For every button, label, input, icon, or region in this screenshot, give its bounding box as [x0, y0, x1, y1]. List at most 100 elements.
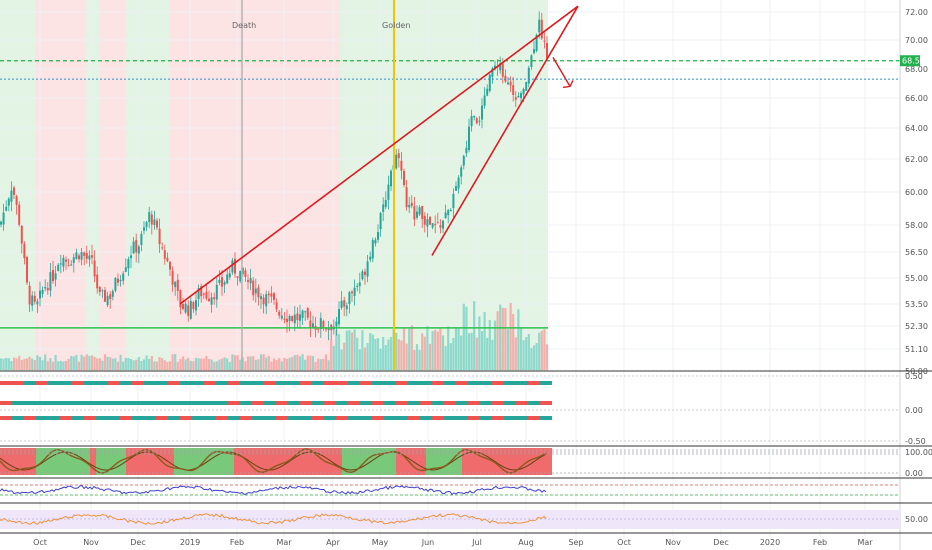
stoch-zone [12, 448, 18, 475]
trend-strip-cell [504, 381, 516, 385]
osc2-tick: 0.00 [905, 469, 923, 478]
volume-bar [41, 360, 44, 370]
trend-strip-cell [48, 401, 60, 405]
regime-band-2 [85, 0, 100, 371]
volume-bar [158, 357, 161, 370]
candle-body [481, 105, 483, 120]
volume-bar [36, 355, 39, 370]
volume-bar [10, 361, 13, 370]
trend-strip-cell [384, 416, 396, 420]
trend-strip-cell [156, 401, 168, 405]
time-tick: Oct [617, 538, 631, 547]
trend-strip-cell [96, 381, 108, 385]
volume-bar [517, 309, 520, 370]
stoch-zone [90, 448, 96, 475]
stoch-zone [300, 448, 306, 475]
volume-bar [519, 327, 523, 370]
trend-strip-cell [528, 416, 540, 420]
price-tick: 53.50 [905, 300, 928, 309]
candle-body [462, 155, 465, 166]
time-tick: Oct [33, 538, 47, 547]
candle-body [65, 259, 67, 262]
trend-strip-cell [336, 416, 348, 420]
trend-strip-cell [84, 401, 96, 405]
candle-body [260, 296, 262, 300]
candle-body [265, 294, 268, 307]
trend-strip-cell [84, 381, 96, 385]
stoch-zone [180, 448, 186, 475]
candle-body [140, 234, 143, 245]
trend-strip-cell [312, 381, 324, 385]
trend-strip-cell [360, 416, 372, 420]
candle-body [218, 279, 221, 283]
candle-body [5, 206, 8, 211]
price-tick: 72.00 [905, 8, 928, 17]
candle-body [192, 302, 195, 310]
trend-strip-cell [372, 401, 384, 405]
trend-strip-cell [264, 381, 276, 385]
volume-bar [545, 344, 549, 370]
volume-bar [272, 358, 276, 370]
volume-bar [285, 358, 289, 370]
trend-strip-cell [324, 416, 336, 420]
volume-bar [44, 354, 47, 370]
candle-body [312, 323, 314, 328]
candle-body [280, 315, 283, 319]
volume-bar [176, 361, 179, 370]
candle-body [7, 198, 10, 206]
trend-strip-cell [48, 381, 60, 385]
candle-body [101, 290, 104, 292]
stoch-zone [276, 448, 282, 475]
candle-body [145, 222, 148, 227]
volume-bar [33, 360, 36, 370]
volume-bar [330, 339, 333, 370]
candle-body [397, 153, 400, 159]
stoch-zone [168, 448, 174, 475]
trend-strip-cell [504, 416, 516, 420]
candle-body [478, 120, 481, 122]
wedge-line-0 [179, 5, 579, 305]
trend-strip-cell [216, 401, 228, 405]
volume-bar [395, 332, 398, 370]
volume-bar [413, 349, 416, 370]
volume-bar [205, 356, 208, 370]
trend-strip-cell [516, 401, 528, 405]
price-tick: 52.30 [905, 322, 928, 331]
stoch-zone [516, 448, 522, 475]
stoch-zone [510, 448, 516, 475]
volume-bar [478, 316, 481, 370]
volume-bar [423, 336, 426, 370]
stoch-zone [72, 448, 78, 475]
volume-bar [90, 355, 94, 370]
trend-strip-cell [396, 381, 408, 385]
trend-strip-cell [180, 401, 192, 405]
trend-strip-cell [0, 416, 12, 420]
volume-bar [181, 356, 185, 370]
trend-strip-cell [12, 381, 24, 385]
trend-strip-cell [468, 416, 480, 420]
volume-bar [114, 358, 117, 370]
candle-body [322, 320, 325, 329]
volume-bar [473, 301, 476, 370]
trend-strip-cell [144, 401, 156, 405]
trend-strip-cell [12, 401, 24, 405]
stoch-zone [216, 448, 222, 475]
volume-bar [288, 357, 291, 370]
candle-body [449, 210, 452, 212]
volume-bar [493, 320, 497, 370]
volume-bar [15, 358, 18, 370]
stoch-zone [186, 448, 192, 475]
volume-bar [304, 359, 307, 370]
volume-bar [366, 343, 369, 370]
candle-body [72, 257, 75, 263]
candle-body [98, 286, 101, 292]
stoch-zone [498, 448, 504, 475]
stoch-zone [330, 448, 336, 475]
stoch-zone [426, 448, 432, 475]
candle-body [262, 297, 265, 305]
candle-body [163, 250, 166, 259]
oscillator-pane-rsi [0, 510, 900, 529]
candle-body [106, 295, 109, 306]
trend-strip-cell [216, 416, 228, 420]
